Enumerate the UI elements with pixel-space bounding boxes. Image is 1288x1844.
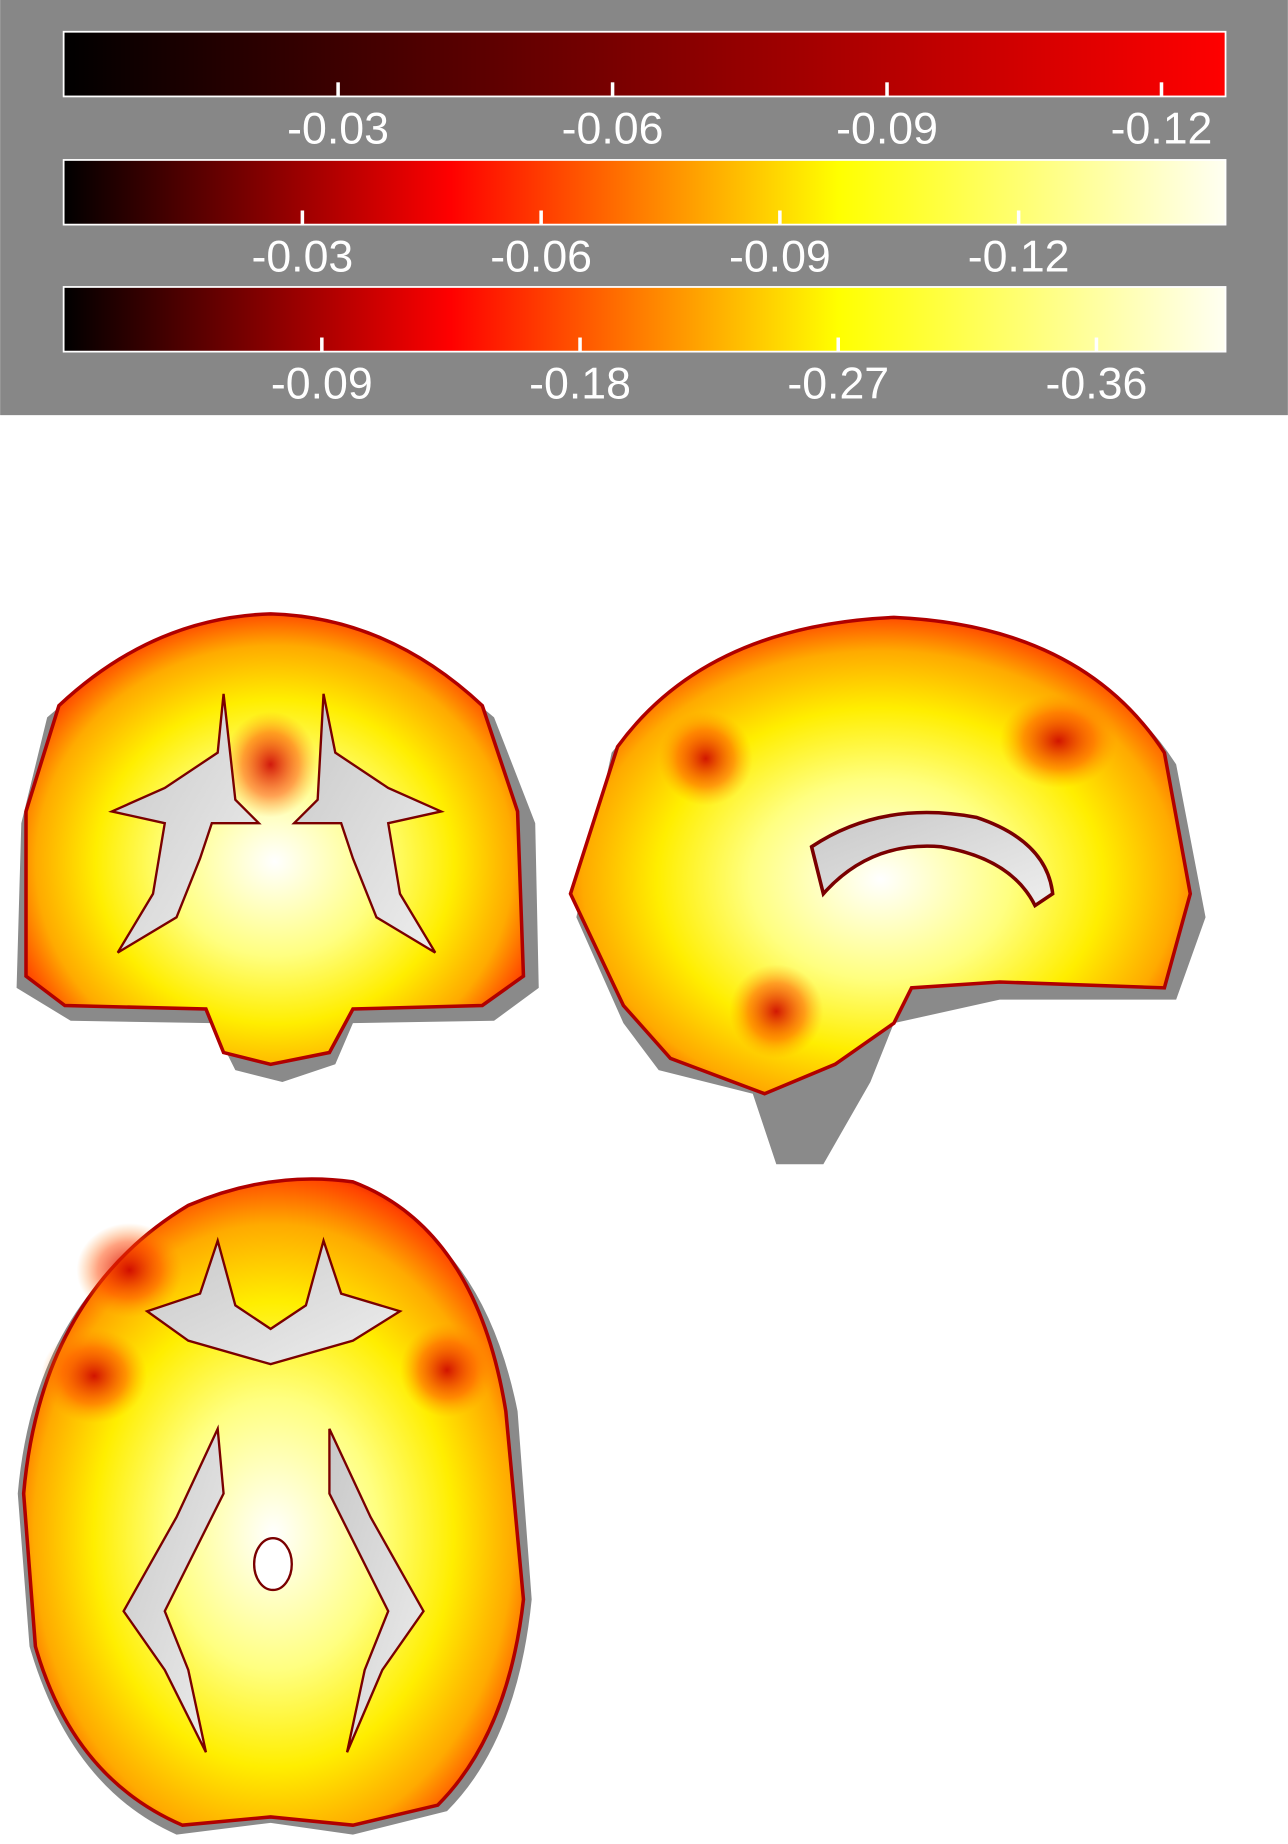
axial-slice	[17, 1177, 532, 1835]
sagittal-slice	[568, 615, 1206, 1165]
tick-label: -0.27	[787, 360, 889, 409]
tick-label: -0.09	[271, 360, 373, 409]
tick-label: -0.12	[1111, 104, 1213, 153]
colorbar	[62, 286, 1227, 353]
tick-label: -0.06	[490, 233, 592, 282]
tick-label: -0.12	[968, 233, 1070, 282]
colorbar	[62, 30, 1227, 98]
coronal-slice	[16, 612, 539, 1082]
tick-label: -0.03	[251, 233, 353, 282]
tick-label: -0.09	[836, 104, 938, 153]
tick-label: -0.09	[729, 233, 831, 282]
tick-label: -0.06	[562, 104, 664, 153]
colorbars: -0.03 -0.06 -0.09 -0.12 -0.03 -0.06 -0.09 -0.12…	[62, 30, 1227, 409]
tick-label: -0.18	[529, 360, 631, 409]
tick-label: -0.36	[1046, 360, 1148, 409]
tick-label: -0.03	[287, 104, 389, 153]
colorbar	[62, 159, 1227, 226]
